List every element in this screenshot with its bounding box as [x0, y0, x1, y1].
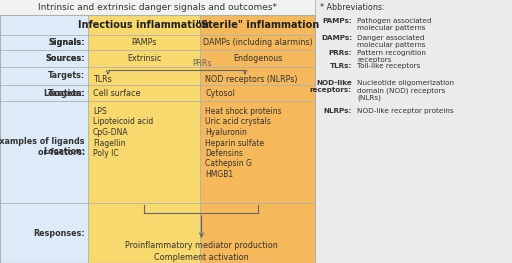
Bar [200, 15, 315, 35]
Text: Targets:: Targets: [48, 72, 85, 80]
Text: Proinflammatory mediator production: Proinflammatory mediator production [125, 241, 278, 250]
Bar [88, 85, 200, 101]
Text: Complement activation: Complement activation [154, 252, 249, 261]
Bar [0, 203, 88, 263]
Text: Sources:: Sources: [46, 54, 85, 63]
Text: NOD receptors (NLRPs): NOD receptors (NLRPs) [205, 74, 297, 83]
Bar [88, 101, 200, 203]
Text: "Sterile" inflammation: "Sterile" inflammation [196, 20, 319, 30]
Text: Sources:: Sources: [46, 54, 85, 63]
Text: PAMPs: PAMPs [131, 38, 157, 47]
Text: Examples of ligands
or factors:: Examples of ligands or factors: [0, 137, 85, 157]
Text: CpG-DNA: CpG-DNA [93, 128, 129, 137]
Text: TLRs:: TLRs: [330, 63, 352, 69]
Bar [0, 50, 88, 67]
Text: DAMPs:: DAMPs: [321, 35, 352, 41]
Text: Poly IC: Poly IC [93, 149, 119, 158]
Text: Signals:: Signals: [49, 38, 85, 47]
Text: PRRs:: PRRs: [329, 50, 352, 56]
Text: PAMPs:: PAMPs: [322, 18, 352, 24]
Text: Intrinsic and extrinsic danger signals and outcomes*: Intrinsic and extrinsic danger signals a… [38, 3, 277, 12]
Text: Pattern recognition
receptors: Pattern recognition receptors [357, 50, 426, 63]
Text: Nucleotide oligomerization
domain (NOD) receptors
(NLRs): Nucleotide oligomerization domain (NOD) … [357, 80, 454, 101]
Bar [88, 67, 200, 85]
Text: NOD-like
receptors:: NOD-like receptors: [310, 80, 352, 93]
Bar [200, 50, 315, 67]
Text: Defensins: Defensins [205, 149, 243, 158]
Text: Cathepsin G: Cathepsin G [205, 159, 252, 169]
Text: NOD-like receptor proteins: NOD-like receptor proteins [357, 108, 454, 114]
Bar [88, 35, 200, 50]
Text: PRRs: PRRs [192, 59, 211, 68]
Text: Danger associated
molecular patterns: Danger associated molecular patterns [357, 35, 425, 48]
Text: Extrinsic: Extrinsic [127, 54, 161, 63]
Text: Signals:: Signals: [49, 38, 85, 47]
Bar [0, 101, 88, 203]
Text: TLRs: TLRs [93, 74, 112, 83]
Bar [88, 50, 200, 67]
Bar [88, 203, 200, 263]
Text: Endogenous: Endogenous [233, 54, 282, 63]
Bar [200, 203, 315, 263]
Bar [200, 35, 315, 50]
Bar [0, 15, 315, 263]
Text: NLRPs:: NLRPs: [324, 108, 352, 114]
Text: Targets:: Targets: [48, 89, 85, 98]
Text: Flagellin: Flagellin [93, 139, 125, 148]
Bar [315, 0, 512, 263]
Text: Location:: Location: [43, 148, 85, 156]
Text: Lipoteicoid acid: Lipoteicoid acid [93, 118, 153, 127]
Text: Heat shock proteins: Heat shock proteins [205, 107, 282, 116]
Text: Pathogen associated
molecular patterns: Pathogen associated molecular patterns [357, 18, 432, 31]
Bar [88, 15, 200, 35]
Text: HMGB1: HMGB1 [205, 170, 233, 179]
Bar [0, 35, 88, 50]
Text: Hyaluronin: Hyaluronin [205, 128, 247, 137]
Bar [0, 0, 315, 15]
Text: Uric acid crystals: Uric acid crystals [205, 118, 271, 127]
Bar [200, 85, 315, 101]
Bar [0, 15, 88, 35]
Text: Responses:: Responses: [33, 229, 85, 237]
Text: Toll-like receptors: Toll-like receptors [357, 63, 420, 69]
Bar [200, 101, 315, 203]
Text: LPS: LPS [93, 107, 106, 116]
Text: Location:: Location: [43, 89, 85, 98]
Text: Infectious inflammation: Infectious inflammation [78, 20, 209, 30]
Bar [0, 67, 88, 85]
Text: Cytosol: Cytosol [205, 89, 235, 98]
Bar [200, 67, 315, 85]
Bar [0, 85, 88, 101]
Text: Cell surface: Cell surface [93, 89, 140, 98]
Text: * Abbreviations:: * Abbreviations: [320, 3, 385, 12]
Text: DAMPs (including alarmins): DAMPs (including alarmins) [203, 38, 312, 47]
Text: Heparin sulfate: Heparin sulfate [205, 139, 264, 148]
